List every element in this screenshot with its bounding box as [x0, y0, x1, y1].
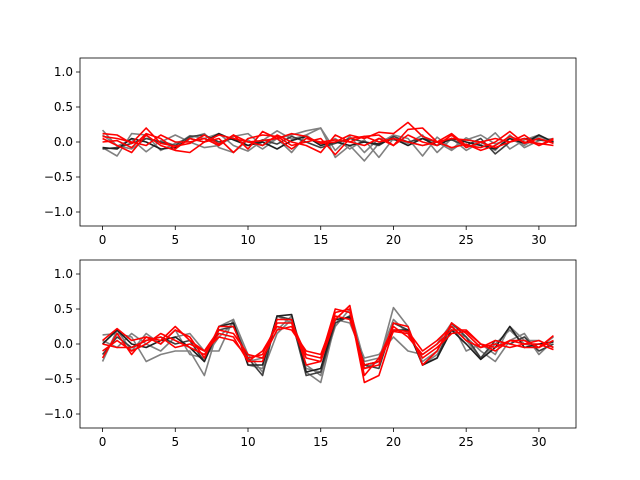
series-line-0	[102, 306, 555, 384]
y-tick-label: −1.0	[44, 205, 73, 219]
bottom-subplot: 0 5 10 15 20 25 30 −1.0 −0.5 0.0 0.5 1.0	[44, 259, 577, 449]
y-tick-label: −0.5	[44, 170, 73, 184]
series-line-8	[102, 315, 554, 366]
x-tick-label: 15	[313, 435, 328, 449]
x-tick-label: 10	[240, 435, 255, 449]
series-line-4	[101, 313, 554, 373]
x-tick-label: 0	[99, 233, 107, 247]
y-tick-label: 0.5	[54, 302, 73, 316]
x-tick-label: 5	[171, 435, 179, 449]
x-tick-label: 5	[171, 233, 179, 247]
x-tick-label: 25	[459, 233, 474, 247]
x-tick-label: 15	[313, 233, 328, 247]
y-tick-label: 0.0	[54, 135, 73, 149]
x-tick-label: 25	[459, 435, 474, 449]
x-tick-label: 20	[386, 233, 401, 247]
x-tick-label: 30	[531, 233, 546, 247]
y-tick-label: −0.5	[44, 372, 73, 386]
y-tick-label: 1.0	[54, 267, 73, 281]
y-tick-label: 1.0	[54, 65, 73, 79]
x-tick-label: 20	[386, 435, 401, 449]
y-tick-label: 0.0	[54, 337, 73, 351]
series-line-6	[102, 127, 554, 154]
series-line-7	[102, 132, 554, 156]
x-tick-label: 10	[240, 233, 255, 247]
x-tick-label: 30	[531, 435, 546, 449]
y-tick-label: 0.5	[54, 100, 73, 114]
top-subplot: 0 5 10 15 20 25 30 −1.0 −0.5 0.0 0.5 1.0	[44, 57, 577, 247]
series-line-8	[102, 130, 554, 150]
y-tick-label: −1.0	[44, 407, 73, 421]
x-tick-label: 0	[99, 435, 107, 449]
series-line-3	[101, 315, 554, 377]
